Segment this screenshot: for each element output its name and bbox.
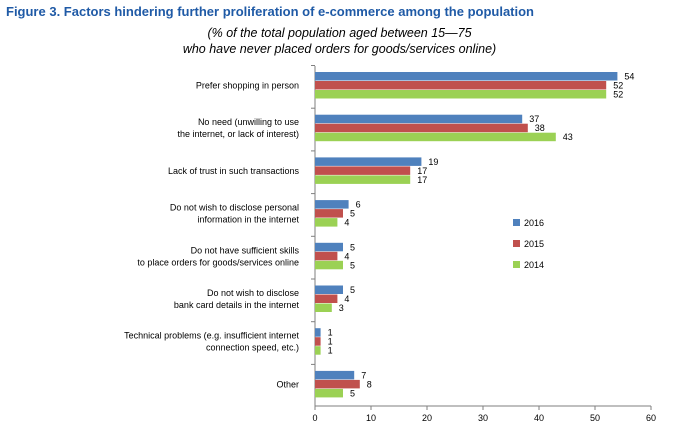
legend-swatch-2014 [513,261,520,268]
value-label-2016-4: 5 [350,242,355,252]
bar-2015-3 [315,209,343,218]
figure-title: Figure 3. Factors hindering further prol… [6,4,534,19]
category-label-2-0: Lack of trust in such transactions [168,166,300,176]
value-label-2015-0: 52 [613,81,623,91]
x-tick-label-40: 40 [534,413,544,423]
bar-2016-6 [315,328,321,337]
category-label-4-0: Do not have sufficient skills [191,245,300,255]
value-label-2016-1: 37 [529,114,539,124]
bar-2015-4 [315,251,338,261]
value-label-2016-6: 1 [328,328,333,338]
bar-2015-6 [315,337,321,346]
x-tick-label-50: 50 [590,413,600,423]
bar-2014-7 [315,388,343,398]
bar-2015-5 [315,294,338,303]
legend-swatch-2016 [513,219,520,226]
bar-2014-6 [315,346,321,355]
x-tick-label-10: 10 [366,413,376,423]
value-label-2015-3: 5 [350,209,355,219]
bar-2016-3 [315,200,349,209]
value-label-2016-2: 19 [428,157,438,167]
x-tick-label-20: 20 [422,413,432,423]
value-label-2015-5: 4 [344,294,349,304]
legend-swatch-2015 [513,240,520,247]
category-label-3-0: Do not wish to disclose personal [170,203,299,213]
value-label-2014-2: 17 [417,175,427,185]
bar-2015-2 [315,166,411,175]
value-label-2015-4: 4 [344,251,349,261]
value-label-2016-5: 5 [350,285,355,295]
value-label-2014-7: 5 [350,388,355,398]
bar-2016-5 [315,285,343,294]
legend-label-2015: 2015 [524,239,544,249]
bar-2015-7 [315,379,360,389]
value-label-2014-1: 43 [563,132,573,142]
bar-2014-5 [315,303,332,312]
category-label-7-0: Other [276,379,299,389]
bar-2014-0 [315,90,607,99]
value-label-2014-4: 5 [350,260,355,270]
value-label-2015-1: 38 [535,123,545,133]
bar-2016-0 [315,72,618,81]
value-label-2016-7: 7 [361,370,366,380]
x-tick-label-30: 30 [478,413,488,423]
category-label-1-1: the internet, or lack of interest) [177,129,299,139]
value-label-2016-3: 6 [356,200,361,210]
bar-2015-0 [315,81,607,90]
bar-2014-1 [315,132,556,142]
bar-2016-7 [315,370,355,380]
value-label-2014-0: 52 [613,90,623,100]
bar-2016-4 [315,242,343,252]
figure-subtitle-line-1: (% of the total population aged between … [207,26,472,40]
legend-label-2014: 2014 [524,260,544,270]
bar-2014-3 [315,218,338,227]
category-label-3-1: information in the internet [197,215,299,225]
legend-label-2016: 2016 [524,218,544,228]
category-label-0-0: Prefer shopping in person [196,81,299,91]
bar-2014-2 [315,175,411,184]
value-label-2014-3: 4 [344,218,349,228]
value-label-2015-2: 17 [417,166,427,176]
category-label-1-0: No need (unwilling to use [198,117,299,127]
figure-subtitle-line-2: who have never placed orders for goods/s… [182,42,497,56]
category-label-5-0: Do not wish to disclose [207,288,299,298]
category-label-6-1: connection speed, etc.) [206,343,299,353]
value-label-2016-0: 54 [624,72,634,82]
bar-2015-1 [315,123,528,133]
x-tick-label-60: 60 [646,413,656,423]
value-label-2014-5: 3 [339,303,344,313]
bar-2014-4 [315,260,343,270]
bar-2016-2 [315,157,422,166]
x-tick-label-0: 0 [312,413,317,423]
category-label-5-1: bank card details in the internet [174,300,300,310]
value-label-2014-6: 1 [328,346,333,356]
value-label-2015-7: 8 [367,379,372,389]
bar-2016-1 [315,114,523,124]
category-label-6-0: Technical problems (e.g. insufficient in… [124,331,299,341]
value-label-2015-6: 1 [328,337,333,347]
category-label-4-1: to place orders for goods/services onlin… [137,257,299,267]
